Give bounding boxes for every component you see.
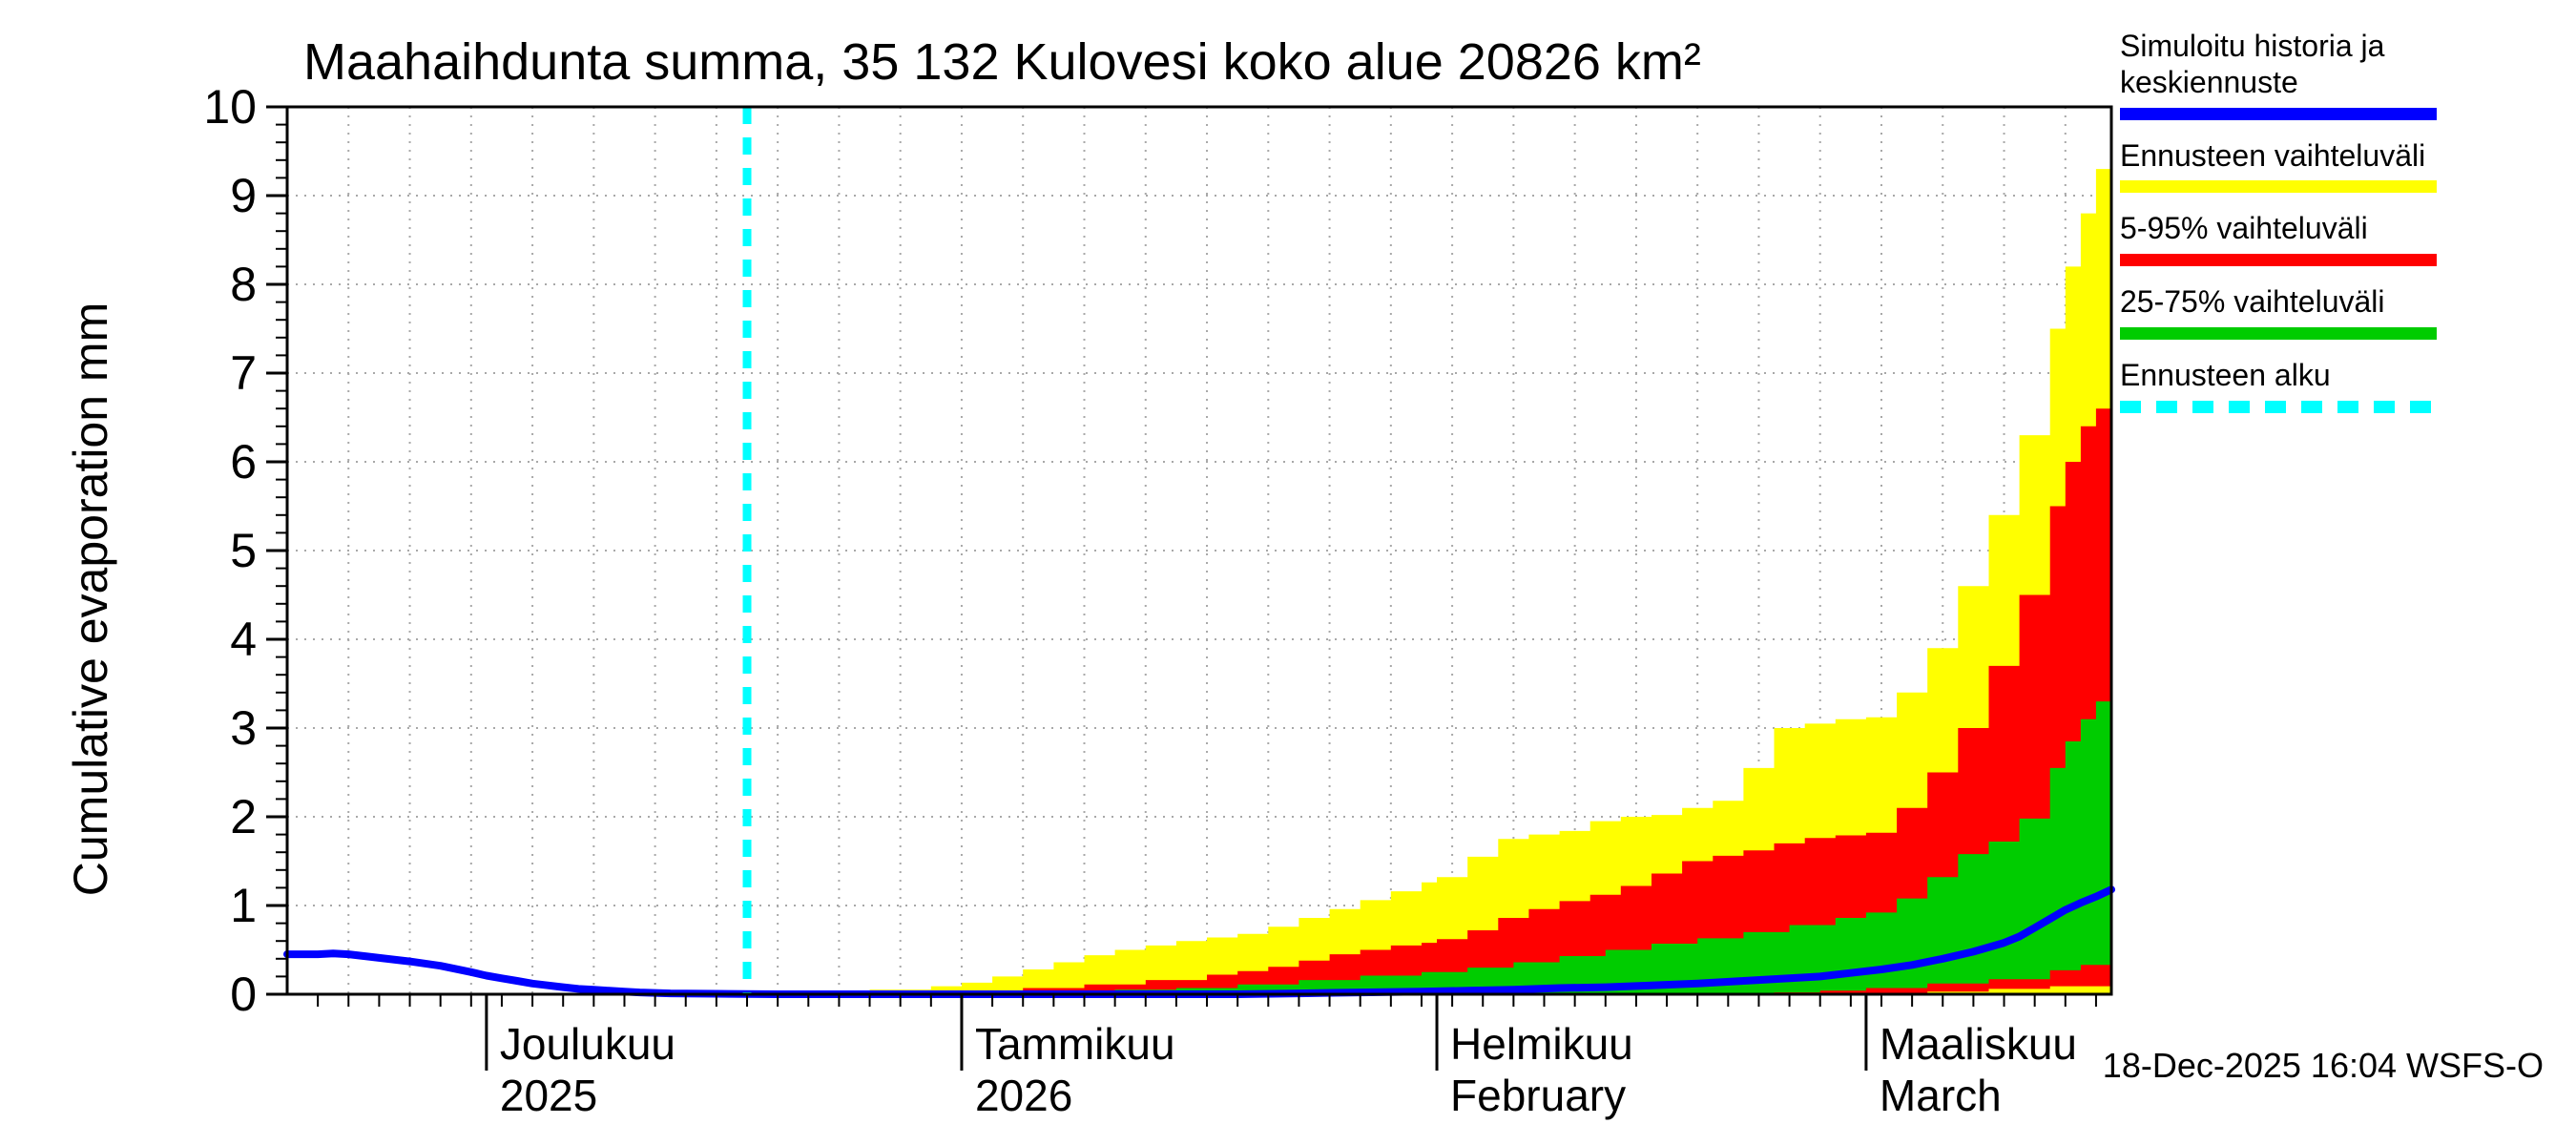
y-tick-label: 5: [230, 524, 257, 577]
y-tick-label: 6: [230, 435, 257, 489]
forecast-band-2: [747, 688, 2111, 994]
x-month-sublabel: 2025: [500, 1071, 597, 1120]
x-month-label: Helmikuu: [1450, 1019, 1633, 1069]
legend-label: Ennusteen vaihteluväli: [2120, 137, 2426, 173]
forecast-band-0: [747, 142, 2111, 994]
chart-title: Maahaihdunta summa, 35 132 Kulovesi koko…: [303, 33, 1701, 91]
x-month-sublabel: February: [1450, 1071, 1626, 1120]
legend-item: 25-75% vaihteluväli: [2120, 284, 2448, 340]
y-tick-label: 3: [230, 701, 257, 755]
legend-item: Ennusteen alku: [2120, 358, 2448, 413]
y-tick-label: 4: [230, 613, 257, 666]
legend-item: Ennusteen vaihteluväli: [2120, 138, 2448, 194]
legend-label: 5-95% vaihteluväli: [2120, 211, 2368, 246]
y-tick-label: 9: [230, 169, 257, 222]
y-tick-label: 2: [230, 790, 257, 843]
legend-dashed-line-swatch: [2120, 400, 2437, 413]
legend-line-swatch: [2120, 326, 2437, 340]
legend-line-swatch: [2120, 180, 2437, 194]
legend: Simuloitu historia ja keskiennuste Ennust…: [2120, 29, 2448, 431]
y-axis-label: Cumulative evaporation mm: [64, 302, 117, 897]
y-tick-label: 7: [230, 346, 257, 400]
legend-label: Simuloitu historia ja keskiennuste: [2120, 29, 2385, 99]
legend-line-swatch: [2120, 107, 2437, 120]
x-month-sublabel: March: [1880, 1071, 2002, 1120]
legend-label: Ennusteen alku: [2120, 357, 2331, 392]
x-month-label: Maaliskuu: [1880, 1019, 2077, 1069]
x-month-label: Joulukuu: [500, 1019, 675, 1069]
legend-label: 25-75% vaihteluväli: [2120, 284, 2385, 319]
y-tick-label: 10: [203, 80, 257, 134]
x-month-label: Tammikuu: [975, 1019, 1175, 1069]
timestamp: 18-Dec-2025 16:04 WSFS-O: [2102, 1046, 2544, 1085]
legend-line-swatch: [2120, 254, 2437, 266]
y-tick-label: 1: [230, 879, 257, 932]
y-tick-label: 0: [230, 968, 257, 1021]
legend-item: 5-95% vaihteluväli: [2120, 211, 2448, 266]
x-month-sublabel: 2026: [975, 1071, 1072, 1120]
y-tick-label: 8: [230, 258, 257, 311]
legend-item: Simuloitu historia ja keskiennuste: [2120, 29, 2448, 120]
